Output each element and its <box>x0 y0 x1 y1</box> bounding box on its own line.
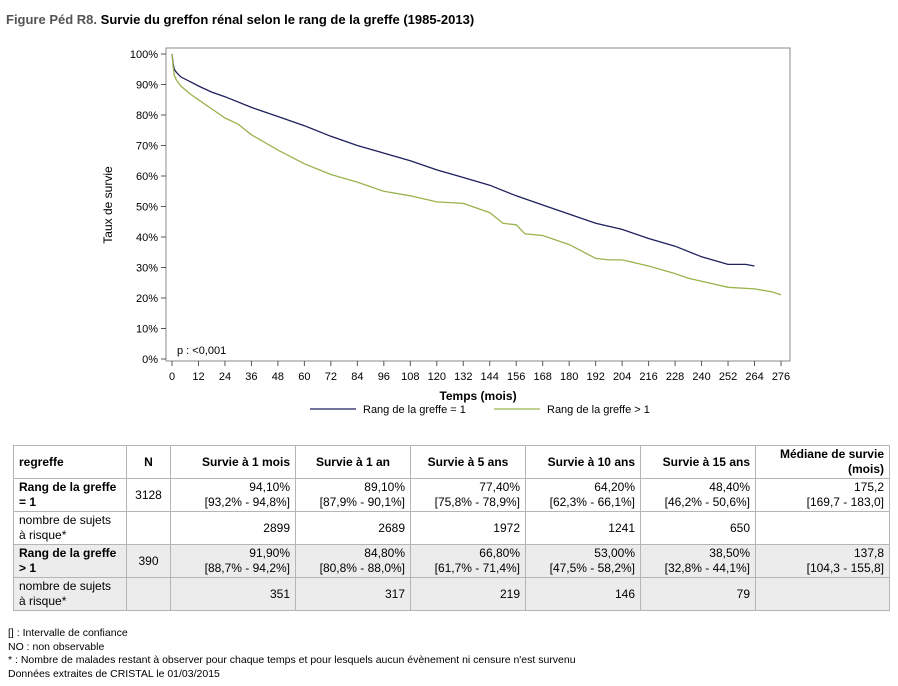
y-tick-label: 30% <box>136 263 158 275</box>
row-n: 390 <box>126 544 171 578</box>
y-tick-label: 60% <box>136 171 158 183</box>
footnotes: [] : Intervalle de confiance NO : non ob… <box>8 627 576 681</box>
cell-15-ans: 48,40% [46,2% - 50,6%] <box>640 478 756 512</box>
x-tick-label: 252 <box>719 371 737 383</box>
note-ic: [] : Intervalle de confiance <box>8 627 128 639</box>
col-header-regreffe: regreffe <box>13 445 127 479</box>
cell-1-mois: 91,90% [88,7% - 94,2%] <box>170 544 296 578</box>
col-header-1-mois: Survie à 1 mois <box>170 445 296 479</box>
x-tick-label: 96 <box>378 371 390 383</box>
y-tick-label: 70% <box>136 141 158 153</box>
col-header-10-ans: Survie à 10 ans <box>525 445 641 479</box>
cell-5-ans: 1972 <box>410 511 526 545</box>
x-tick-label: 216 <box>639 371 657 383</box>
table-row-rang-1: Rang de la greffe = 1 3128 94,10% [93,2% … <box>13 478 890 512</box>
figure-label: Figure Péd R8. <box>6 12 98 27</box>
note-risque: * : Nombre de malades restant à observer… <box>8 654 576 666</box>
x-tick-label: 180 <box>560 371 578 383</box>
x-tick-label: 120 <box>428 371 446 383</box>
y-tick-label: 10% <box>136 324 158 336</box>
x-axis-label: Temps (mois) <box>439 389 516 403</box>
table-row-risque-1: nombre de sujets à risque* 2899 2689 197… <box>13 511 890 545</box>
table-row-rang-2: Rang de la greffe > 1 390 91,90% [88,7% -… <box>13 544 890 578</box>
y-tick-label: 80% <box>136 110 158 122</box>
legend-label-2: Rang de la greffe > 1 <box>547 404 650 416</box>
legend: Rang de la greffe = 1 Rang de la greffe >… <box>310 404 650 416</box>
row-label: nombre de sujets à risque* <box>13 577 127 611</box>
col-header-mediane: Médiane de survie (mois) <box>755 445 890 479</box>
cell-1-an: 2689 <box>295 511 411 545</box>
y-tick-label: 50% <box>136 202 158 214</box>
legend-label-1: Rang de la greffe = 1 <box>363 404 466 416</box>
cell-1-mois: 2899 <box>170 511 296 545</box>
y-tick-label: 40% <box>136 232 158 244</box>
figure-title: Figure Péd R8. Survie du greffon rénal s… <box>6 12 474 27</box>
col-header-15-ans: Survie à 15 ans <box>640 445 756 479</box>
x-tick-label: 12 <box>192 371 204 383</box>
cell-10-ans: 146 <box>525 577 641 611</box>
cell-mediane: 175,2 [169,7 - 183,0] <box>755 478 890 512</box>
x-tick-label: 204 <box>613 371 631 383</box>
x-tick-label: 24 <box>219 371 231 383</box>
x-tick-label: 264 <box>745 371 763 383</box>
cell-5-ans: 219 <box>410 577 526 611</box>
table-row-risque-2: nombre de sujets à risque* 351 317 219 1… <box>13 577 890 611</box>
y-axis-label: Taux de survie <box>101 166 115 244</box>
cell-10-ans: 64,20% [62,3% - 66,1%] <box>525 478 641 512</box>
survival-chart: 0% 10% 20% 30% 40% 50% 60% 70% 80% 90% 100% 0 12 24 3… <box>101 47 791 416</box>
cell-5-ans: 66,80% [61,7% - 71,4%] <box>410 544 526 578</box>
cell-10-ans: 53,00% [47,5% - 58,2%] <box>525 544 641 578</box>
cell-1-an: 317 <box>295 577 411 611</box>
x-tick-label: 84 <box>351 371 363 383</box>
x-tick-label: 36 <box>245 371 257 383</box>
cell-5-ans: 77,40% [75,8% - 78,9%] <box>410 478 526 512</box>
cell-15-ans: 38,50% [32,8% - 44,1%] <box>640 544 756 578</box>
x-tick-label: 60 <box>298 371 310 383</box>
cell-mediane <box>755 577 890 611</box>
table-header-row: regreffe N Survie à 1 mois Survie à 1 an… <box>13 445 890 479</box>
col-header-5-ans: Survie à 5 ans <box>410 445 526 479</box>
figure-title-text: Survie du greffon rénal selon le rang de… <box>100 12 475 27</box>
plot-area <box>165 47 791 362</box>
x-tick-label: 156 <box>507 371 525 383</box>
note-source: Données extraites de CRISTAL le 01/03/20… <box>8 667 220 680</box>
series-line-1 <box>171 53 755 267</box>
cell-mediane: 137,8 [104,3 - 155,8] <box>755 544 890 578</box>
cell-15-ans: 79 <box>640 577 756 611</box>
x-tick-label: 144 <box>481 371 499 383</box>
x-tick-label: 168 <box>534 371 552 383</box>
row-label: Rang de la greffe > 1 <box>13 544 127 578</box>
x-tick-label: 72 <box>325 371 337 383</box>
x-tick-label: 0 <box>169 371 175 383</box>
cell-1-an: 84,80% [80,8% - 88,0%] <box>295 544 411 578</box>
row-label: Rang de la greffe = 1 <box>13 478 127 512</box>
row-n <box>126 511 171 545</box>
row-label: nombre de sujets à risque* <box>13 511 127 545</box>
x-tick-label: 48 <box>272 371 284 383</box>
series-line-2 <box>171 53 782 296</box>
cell-10-ans: 1241 <box>525 511 641 545</box>
note-no: NO : non observable <box>8 640 105 653</box>
y-tick-label: 20% <box>136 293 158 305</box>
y-tick-label: 90% <box>136 80 158 92</box>
cell-1-mois: 351 <box>170 577 296 611</box>
p-value-annotation: p : <0,001 <box>177 345 226 357</box>
cell-1-an: 89,10% [87,9% - 90,1%] <box>295 478 411 512</box>
cell-mediane <box>755 511 890 545</box>
row-n: 3128 <box>126 478 171 512</box>
x-tick-label: 192 <box>586 371 604 383</box>
col-header-1-an: Survie à 1 an <box>295 445 411 479</box>
results-table: regreffe N Survie à 1 mois Survie à 1 an… <box>13 445 890 611</box>
cell-15-ans: 650 <box>640 511 756 545</box>
y-tick-label: 0% <box>142 354 158 366</box>
y-tick-label: 100% <box>130 49 158 61</box>
x-tick-label: 276 <box>772 371 790 383</box>
cell-1-mois: 94,10% [93,2% - 94,8%] <box>170 478 296 512</box>
x-tick-label: 108 <box>401 371 419 383</box>
x-tick-label: 228 <box>666 371 684 383</box>
row-n <box>126 577 171 611</box>
x-tick-label: 132 <box>454 371 472 383</box>
x-tick-label: 240 <box>692 371 710 383</box>
col-header-n: N <box>126 445 171 479</box>
